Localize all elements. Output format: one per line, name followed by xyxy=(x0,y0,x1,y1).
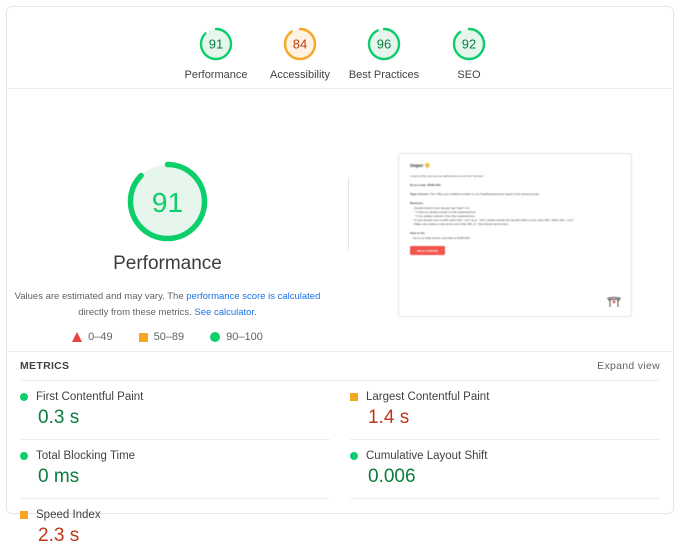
svg-text:92: 92 xyxy=(462,37,476,52)
svg-text:91: 91 xyxy=(152,187,183,218)
svg-text:96: 96 xyxy=(377,37,391,52)
svg-text:84: 84 xyxy=(293,37,307,52)
svg-text:91: 91 xyxy=(209,37,223,52)
